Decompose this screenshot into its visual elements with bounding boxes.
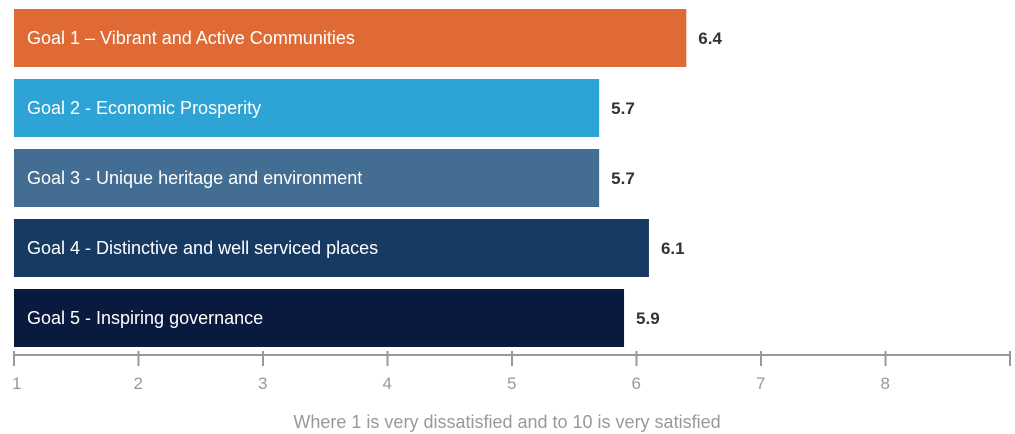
bar-value-label: 5.9 [636, 309, 660, 328]
x-tick-label: 3 [258, 374, 267, 393]
x-tick-label: 1 [12, 374, 21, 393]
x-tick-label: 6 [632, 374, 641, 393]
x-tick-label: 5 [507, 374, 516, 393]
bar-goal-3 [14, 149, 600, 207]
bar-value-label: 6.4 [698, 29, 722, 48]
bar-value-label: 5.7 [611, 169, 635, 188]
bar-goal-2 [14, 79, 600, 137]
bars-group: Goal 1 – Vibrant and Active Communities 6… [14, 9, 722, 347]
bar-category-label: Goal 4 - Distinctive and well serviced p… [27, 238, 378, 258]
bar-goal-1 [14, 9, 687, 67]
bar-goal-4 [14, 219, 649, 277]
bar-value-label: 6.1 [661, 239, 685, 258]
x-tick-label: 4 [383, 374, 392, 393]
bar-category-label: Goal 2 - Economic Prosperity [27, 98, 261, 118]
bar-category-label: Goal 1 – Vibrant and Active Communities [27, 28, 355, 48]
bar-goal-5 [14, 289, 625, 347]
bar-category-label: Goal 5 - Inspiring governance [27, 308, 263, 328]
bar-category-label: Goal 3 - Unique heritage and environment [27, 168, 362, 188]
x-tick-label: 8 [881, 374, 890, 393]
x-axis-caption: Where 1 is very dissatisfied and to 10 i… [293, 412, 720, 432]
x-tick-label: 7 [756, 374, 765, 393]
x-axis: 1 2 3 4 5 6 7 8 [12, 351, 1011, 393]
bar-value-label: 5.7 [611, 99, 635, 118]
x-tick-label: 2 [134, 374, 143, 393]
